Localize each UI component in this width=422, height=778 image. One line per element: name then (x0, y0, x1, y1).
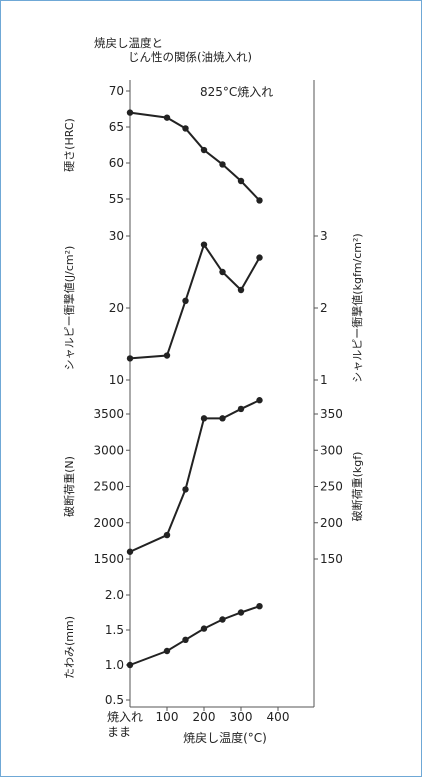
data-point (126, 548, 134, 555)
y-axis-label: たわみ(mm) (63, 616, 76, 679)
data-point (200, 241, 208, 248)
data-point (182, 636, 189, 643)
series-line (129, 242, 261, 360)
y-tick-label-right: 250 (320, 480, 343, 494)
data-point (163, 531, 171, 539)
series-line (129, 399, 260, 553)
y-tick-label-right: 1 (320, 373, 328, 387)
y-tick-label: 0.5 (105, 693, 124, 707)
data-point (182, 486, 189, 493)
data-point (126, 355, 134, 362)
data-point (200, 625, 208, 632)
x-zero-label-line-2: まま (107, 725, 131, 739)
data-point (219, 415, 226, 422)
chart-title-line-2: じん性の関係(油焼入れ) (128, 50, 252, 64)
y-tick-label: 1500 (93, 552, 124, 566)
y-tick-label: 10 (109, 373, 124, 387)
x-axis-label: 焼戻し温度(°C) (183, 730, 267, 745)
y-tick-label: 2000 (93, 516, 124, 530)
x-tick-label: 200 (193, 710, 216, 724)
data-point (237, 405, 245, 413)
x-tick-label: 300 (230, 710, 253, 724)
y-tick-label: 2.0 (105, 588, 124, 602)
y-tick-label: 1.0 (105, 658, 124, 672)
chart-title-line-1: 焼戻し温度と (94, 36, 163, 50)
x-zero-label-line-1: 焼入れ (107, 710, 143, 724)
y-tick-label-right: 300 (320, 443, 343, 457)
data-point (182, 125, 189, 132)
data-point (219, 268, 226, 276)
y-tick-label-right: 2 (320, 301, 328, 315)
y-axis-label: 硬さ(HRC) (63, 118, 76, 172)
y-axis-label-right: シャルピー衝撃値(kgfm/cm²) (350, 233, 364, 382)
data-point (256, 254, 263, 261)
y-axis-label: シャルピー衝撃値(J/cm²) (62, 246, 76, 371)
data-point (163, 647, 171, 655)
y-axis-label-right: 破断荷重(kgf) (350, 452, 364, 522)
x-tick-label: 100 (156, 710, 179, 724)
data-point (219, 616, 226, 623)
y-tick-label-right: 150 (320, 552, 343, 566)
data-point (219, 161, 226, 168)
data-point (200, 415, 208, 422)
data-point (163, 352, 171, 359)
y-tick-label: 1.5 (105, 623, 124, 637)
condition-annotation: 825°C焼入れ (200, 85, 273, 99)
data-point (237, 286, 245, 294)
data-point (256, 397, 263, 404)
data-point (163, 114, 171, 121)
y-tick-label-right: 350 (320, 407, 343, 421)
y-tick-label: 65 (109, 120, 124, 134)
data-point (200, 146, 208, 154)
y-tick-label-right: 3 (320, 229, 328, 243)
x-tick-label: 400 (267, 710, 290, 724)
y-tick-label: 3500 (93, 407, 124, 421)
y-tick-label: 55 (109, 192, 124, 206)
y-tick-label: 3000 (93, 443, 124, 457)
data-point (237, 177, 245, 185)
y-tick-label: 2500 (93, 480, 124, 494)
y-tick-label: 70 (109, 84, 124, 98)
data-point (256, 197, 263, 204)
y-tick-label: 30 (109, 229, 124, 243)
data-point (182, 297, 189, 304)
data-point (126, 109, 134, 116)
data-point (237, 609, 245, 616)
y-tick-label: 20 (109, 301, 124, 315)
data-point (126, 661, 134, 669)
y-axis-label: 破断荷重(N) (62, 456, 76, 517)
y-tick-label: 60 (109, 156, 124, 170)
data-point (256, 603, 263, 610)
series-line (129, 111, 261, 202)
y-tick-label-right: 200 (320, 516, 343, 530)
